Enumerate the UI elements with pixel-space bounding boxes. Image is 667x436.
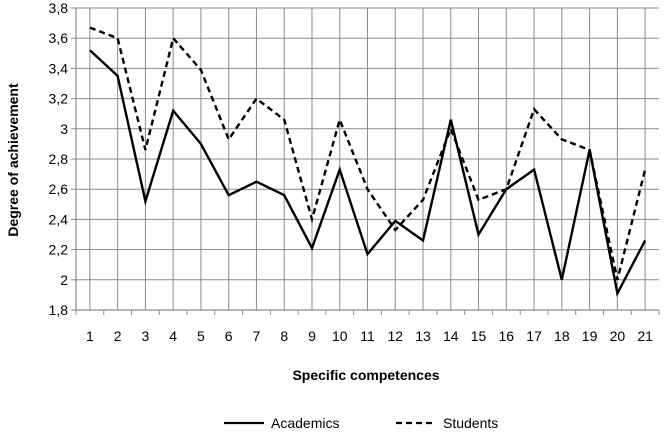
x-tick-label: 5 [197,328,205,344]
x-tick-label: 1 [86,328,94,344]
series-line-academics [89,49,647,297]
x-tick-label: 19 [582,328,598,344]
x-tick-label: 7 [253,328,261,344]
x-tick-label: 9 [308,328,316,344]
y-tick-label: 3 [60,121,68,137]
x-tick-label: 2 [114,328,122,344]
x-tick-label: 12 [387,328,403,344]
y-tick-label: 2 [60,272,68,288]
x-tick-label: 20 [610,328,626,344]
y-tick-labels: 1,8 2 2,2 2,4 2,6 2,8 3 3,2 3,4 3,6 3,8 [49,0,69,318]
x-tick-label: 3 [142,328,150,344]
x-tick-label: 17 [526,328,542,344]
x-tick-label: 16 [499,328,515,344]
x-tick-labels: 1 2 3 4 5 6 7 8 9 10 11 12 13 14 15 16 17 18 19 20 21 [86,328,653,344]
y-tick-label: 2,4 [49,211,69,227]
x-axis-title: Specific competences [292,367,439,383]
legend-label-academics: Academics [271,415,339,431]
y-tick-label: 2,8 [49,151,69,167]
y-tick-label: 3,4 [49,60,69,76]
x-tick-label: 18 [554,328,570,344]
grid [76,7,659,311]
y-tick-label: 1,8 [49,302,69,318]
legend-label-students: Students [443,415,498,431]
x-tick-label: 4 [169,328,177,344]
x-tick-label: 10 [332,328,348,344]
series-lines [89,26,647,297]
y-tick-label: 3,8 [49,0,69,16]
x-tick-label: 21 [637,328,653,344]
x-tick-label: 15 [471,328,487,344]
y-tick-label: 3,6 [49,30,69,46]
legend: Academics Students [224,415,498,431]
x-tick-label: 11 [360,328,375,344]
x-tick-label: 13 [415,328,431,344]
x-tick-label: 14 [443,328,459,344]
axes [71,7,660,315]
y-tick-label: 2,6 [49,181,69,197]
y-axis-title: Degree of achievement [5,83,21,237]
y-tick-label: 3,2 [49,91,69,107]
x-tick-label: 6 [225,328,233,344]
y-tick-label: 2,2 [49,242,69,258]
x-tick-label: 8 [280,328,288,344]
